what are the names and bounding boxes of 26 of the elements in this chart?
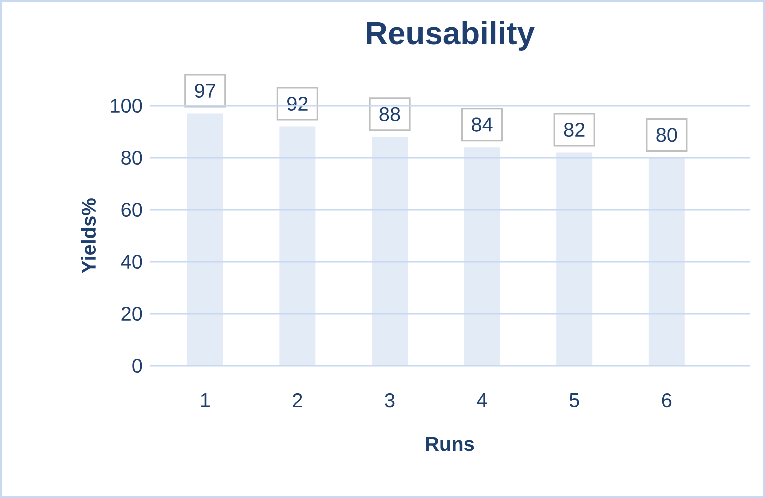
y-tick-label: 60	[122, 202, 142, 218]
x-tick-label: 6	[662, 394, 672, 408]
bar	[187, 114, 224, 366]
x-tick-label: 5	[570, 394, 580, 408]
y-tick-label: 40	[121, 254, 142, 270]
y-tick-label: 80	[122, 150, 142, 166]
data-label: 97	[195, 84, 216, 98]
chart-title: Reusability	[367, 21, 535, 52]
x-tick-label: 2	[293, 394, 302, 408]
bar	[372, 137, 408, 366]
y-tick-label: 100	[111, 98, 142, 114]
bar	[648, 158, 685, 366]
data-label: 82	[564, 122, 585, 138]
data-label: 88	[380, 107, 400, 122]
y-axis-title: Yields%	[81, 198, 96, 274]
x-tick-label: 3	[385, 394, 395, 408]
bar	[464, 148, 500, 366]
data-label: 80	[656, 128, 678, 142]
bar	[280, 126, 316, 366]
y-tick-label: 0	[132, 358, 142, 374]
data-label: 84	[472, 118, 493, 132]
y-tick-label: 20	[122, 306, 142, 322]
x-tick-label: 1	[201, 394, 210, 408]
x-axis-title: Runs	[426, 437, 474, 452]
bar	[556, 152, 593, 366]
x-tick-label: 4	[477, 394, 488, 408]
